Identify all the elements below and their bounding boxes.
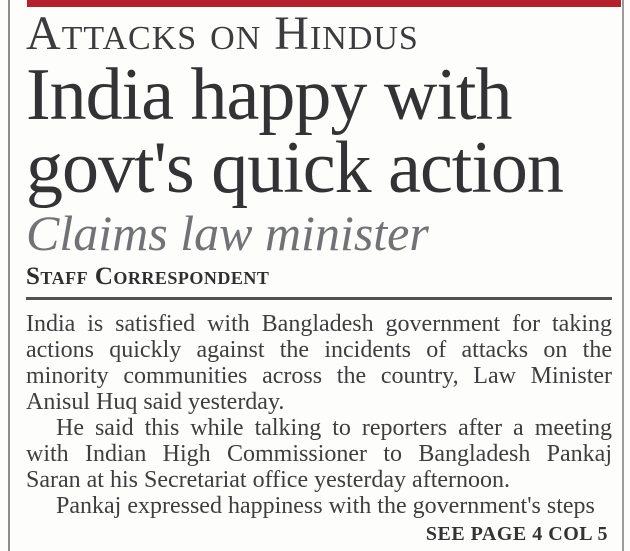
article: Attacks on Hindus India happy with govt'… (26, 7, 612, 545)
byline: Staff Correspondent (26, 263, 270, 290)
article-body: India is satisfied with Bangladesh gover… (26, 311, 612, 519)
clipping-edge-right (622, 0, 624, 551)
body-line: actions quickly against the incidents of… (26, 337, 612, 363)
divider-rule (26, 297, 612, 300)
body-line: minority communities across the country,… (26, 363, 612, 389)
headline: India happy with govt's quick action (26, 54, 612, 209)
continuation-note: SEE PAGE 4 COL 5 (425, 523, 608, 545)
body-line: India is satisfied with Bangladesh gover… (26, 311, 612, 337)
headline-line-1: India happy with (26, 54, 512, 136)
clipping-edge-left (8, 0, 10, 551)
body-line: Pankaj expressed happiness with the gove… (56, 493, 595, 519)
section-kicker: Attacks on Hindus (26, 7, 419, 60)
subheadline: Claims law minister (26, 205, 429, 261)
headline-line-2: govt's quick action (26, 127, 564, 209)
body-line: He said this while talking to reporters … (56, 415, 612, 441)
body-line: Anisul Huq said yesterday. (26, 389, 285, 415)
red-top-bar (27, 0, 621, 7)
body-line: with Indian High Commissioner to Banglad… (26, 441, 612, 467)
body-line: Saran at his Secretariat office yesterda… (26, 467, 511, 493)
